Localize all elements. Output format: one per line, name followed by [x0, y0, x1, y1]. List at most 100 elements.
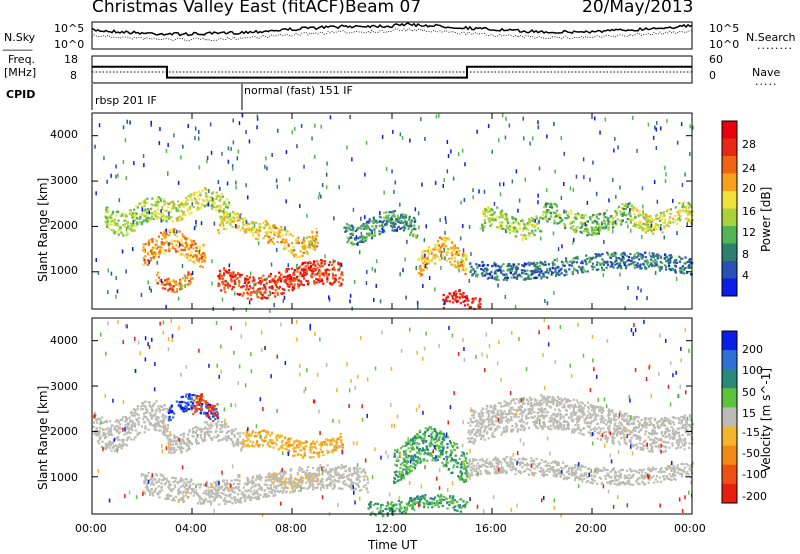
data-cell — [228, 430, 231, 433]
data-cell — [259, 296, 262, 299]
noise-cell — [546, 134, 548, 139]
data-cell — [467, 299, 470, 302]
data-cell — [223, 483, 226, 486]
data-cell — [645, 219, 648, 222]
data-cell — [619, 258, 622, 261]
data-cell — [396, 216, 399, 219]
data-cell — [207, 486, 210, 489]
velocity-range-tick-2000: 2000 — [50, 425, 78, 438]
data-cell — [500, 209, 504, 212]
data-cell — [622, 207, 625, 210]
data-cell — [280, 435, 283, 438]
data-cell — [640, 226, 643, 229]
data-cell — [246, 286, 249, 289]
data-cell — [163, 209, 166, 212]
data-cell — [273, 224, 276, 227]
noise-cell — [276, 247, 278, 252]
data-cell — [379, 216, 382, 219]
data-cell — [178, 284, 181, 287]
data-cell — [179, 448, 182, 451]
noise-cell — [617, 145, 619, 150]
data-cell — [294, 477, 297, 480]
data-cell — [335, 447, 338, 450]
data-cell — [298, 442, 301, 445]
data-cell — [147, 219, 150, 222]
data-cell — [274, 233, 277, 236]
data-cell — [212, 415, 215, 418]
data-cell — [182, 211, 185, 214]
data-cell — [140, 405, 143, 408]
data-cell — [413, 220, 416, 224]
data-cell — [328, 483, 331, 486]
data-cell — [219, 204, 222, 207]
data-cell — [464, 268, 467, 271]
data-cell — [223, 288, 226, 291]
data-cell — [206, 500, 209, 503]
data-cell — [181, 242, 184, 245]
data-cell — [322, 272, 325, 275]
noise-cell — [434, 287, 436, 292]
data-cell — [241, 491, 244, 494]
data-cell — [236, 277, 239, 280]
data-cell — [312, 260, 316, 263]
data-cell — [446, 300, 449, 303]
data-cell — [343, 482, 346, 485]
data-cell — [359, 236, 362, 239]
data-cell — [570, 227, 573, 231]
data-cell — [460, 258, 463, 261]
noise-cell — [444, 300, 446, 305]
data-cell — [111, 212, 114, 215]
data-cell — [391, 217, 394, 220]
data-cell — [302, 447, 305, 450]
data-cell — [222, 280, 225, 283]
noise-cell — [321, 183, 324, 187]
data-cell — [407, 224, 410, 228]
data-cell — [242, 445, 245, 448]
data-cell — [229, 438, 232, 441]
data-cell — [163, 215, 166, 218]
data-cell — [258, 291, 261, 294]
data-cell — [181, 284, 184, 287]
noise-cell — [551, 271, 553, 276]
data-cell — [578, 265, 581, 268]
data-cell — [229, 223, 232, 226]
data-cell — [679, 257, 683, 260]
data-cell — [199, 247, 202, 250]
data-cell — [567, 216, 570, 219]
data-cell — [565, 273, 568, 276]
data-cell — [571, 260, 574, 263]
data-cell — [150, 251, 154, 254]
noise-cell — [235, 224, 237, 229]
data-cell — [196, 408, 199, 411]
data-cell — [161, 215, 164, 218]
data-cell — [151, 405, 155, 408]
velocity-panel-bg — [92, 318, 692, 514]
data-cell — [203, 186, 207, 190]
data-cell — [184, 442, 187, 445]
data-cell — [297, 286, 300, 289]
data-cell — [484, 226, 487, 229]
data-cell — [462, 252, 465, 255]
data-cell — [609, 261, 612, 264]
data-cell — [288, 437, 291, 441]
data-cell — [554, 220, 557, 224]
data-cell — [280, 278, 283, 281]
data-cell — [393, 225, 396, 228]
data-cell — [104, 435, 107, 438]
data-cell — [387, 214, 390, 217]
data-cell — [613, 215, 616, 218]
noise-cell — [653, 180, 656, 184]
data-cell — [501, 216, 504, 219]
data-cell — [175, 217, 179, 220]
data-cell — [257, 443, 260, 446]
noise-cell — [504, 135, 507, 140]
data-cell — [276, 280, 279, 283]
data-cell — [211, 411, 215, 414]
noise-cell — [642, 210, 644, 215]
data-cell — [576, 212, 579, 215]
noise-cell — [682, 203, 684, 208]
power-data-feature-11 — [542, 201, 632, 237]
data-cell — [253, 291, 257, 294]
data-cell — [245, 230, 248, 233]
data-cell — [526, 223, 530, 227]
